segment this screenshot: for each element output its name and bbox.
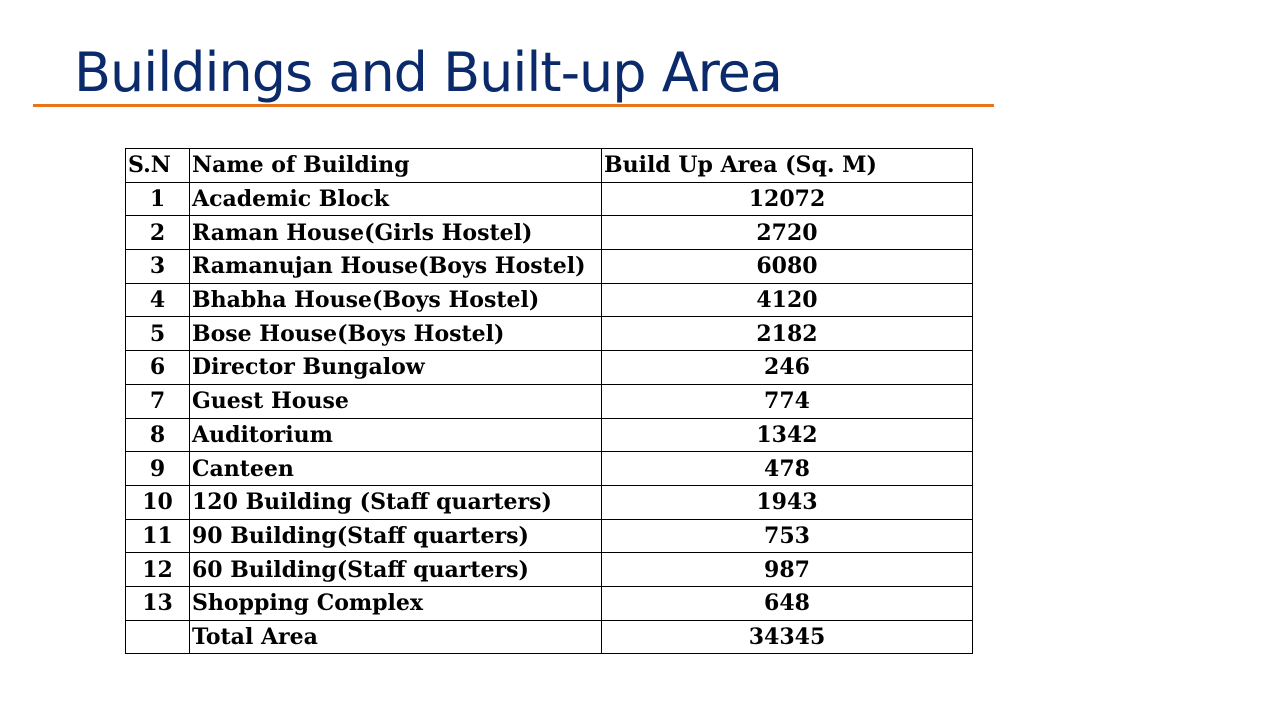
cell-building-name: Director Bungalow xyxy=(189,350,602,385)
header-area: Build Up Area (Sq. M) xyxy=(601,148,973,183)
cell-built-up-area: 478 xyxy=(601,451,973,486)
table-total-row: Total Area 34345 xyxy=(125,619,973,655)
cell-sn: 12 xyxy=(125,552,190,587)
cell-building-name: 60 Building(Staff quarters) xyxy=(189,552,602,587)
cell-built-up-area: 987 xyxy=(601,552,973,587)
buildings-area-table: S.N Name of Building Build Up Area (Sq. … xyxy=(125,148,973,655)
cell-built-up-area: 648 xyxy=(601,585,973,621)
cell-building-name: Auditorium xyxy=(189,417,602,453)
cell-built-up-area: 2182 xyxy=(601,316,973,352)
cell-built-up-area: 753 xyxy=(601,518,973,554)
cell-built-up-area: 12072 xyxy=(601,181,973,217)
cell-sn: 9 xyxy=(125,451,190,486)
cell-sn: 13 xyxy=(125,585,190,621)
cell-sn: 1 xyxy=(125,181,190,217)
table-row: 8 Auditorium 1342 xyxy=(125,417,973,453)
cell-built-up-area: 246 xyxy=(601,350,973,385)
cell-sn: 8 xyxy=(125,417,190,453)
slide-title: Buildings and Built-up Area xyxy=(74,41,783,104)
table-row: 13 Shopping Complex 648 xyxy=(125,585,973,621)
cell-built-up-area: 1943 xyxy=(601,484,973,520)
table-row: 9 Canteen 478 xyxy=(125,451,973,486)
title-underline xyxy=(33,104,994,107)
table-row: 6 Director Bungalow 246 xyxy=(125,350,973,385)
total-label: Total Area xyxy=(189,619,602,655)
cell-built-up-area: 2720 xyxy=(601,215,973,251)
header-name: Name of Building xyxy=(189,148,602,183)
cell-sn: 5 xyxy=(125,316,190,352)
table-row: 5 Bose House(Boys Hostel) 2182 xyxy=(125,316,973,352)
cell-sn: 3 xyxy=(125,249,190,284)
cell-built-up-area: 1342 xyxy=(601,417,973,453)
cell-building-name: Raman House(Girls Hostel) xyxy=(189,215,602,251)
cell-building-name: Bhabha House(Boys Hostel) xyxy=(189,282,602,318)
cell-built-up-area: 774 xyxy=(601,383,973,419)
table-row: 3 Ramanujan House(Boys Hostel) 6080 xyxy=(125,249,973,284)
cell-building-name: Shopping Complex xyxy=(189,585,602,621)
cell-sn: 4 xyxy=(125,282,190,318)
cell-sn: 6 xyxy=(125,350,190,385)
cell-building-name: Ramanujan House(Boys Hostel) xyxy=(189,249,602,284)
table-header-row: S.N Name of Building Build Up Area (Sq. … xyxy=(125,148,973,183)
cell-building-name: Guest House xyxy=(189,383,602,419)
cell-built-up-area: 6080 xyxy=(601,249,973,284)
cell-sn: 7 xyxy=(125,383,190,419)
table-row: 2 Raman House(Girls Hostel) 2720 xyxy=(125,215,973,251)
table-row: 12 60 Building(Staff quarters) 987 xyxy=(125,552,973,587)
cell-sn: 11 xyxy=(125,518,190,554)
table-row: 4 Bhabha House(Boys Hostel) 4120 xyxy=(125,282,973,318)
cell-sn: 10 xyxy=(125,484,190,520)
header-sn: S.N xyxy=(125,148,190,183)
cell-built-up-area: 4120 xyxy=(601,282,973,318)
total-sn xyxy=(125,619,190,655)
table-row: 1 Academic Block 12072 xyxy=(125,181,973,217)
table-row: 7 Guest House 774 xyxy=(125,383,973,419)
table-row: 11 90 Building(Staff quarters) 753 xyxy=(125,518,973,554)
cell-building-name: Academic Block xyxy=(189,181,602,217)
cell-building-name: 120 Building (Staff quarters) xyxy=(189,484,602,520)
cell-building-name: Canteen xyxy=(189,451,602,486)
cell-building-name: 90 Building(Staff quarters) xyxy=(189,518,602,554)
total-area-value: 34345 xyxy=(601,619,973,655)
cell-building-name: Bose House(Boys Hostel) xyxy=(189,316,602,352)
cell-sn: 2 xyxy=(125,215,190,251)
table-row: 10 120 Building (Staff quarters) 1943 xyxy=(125,484,973,520)
